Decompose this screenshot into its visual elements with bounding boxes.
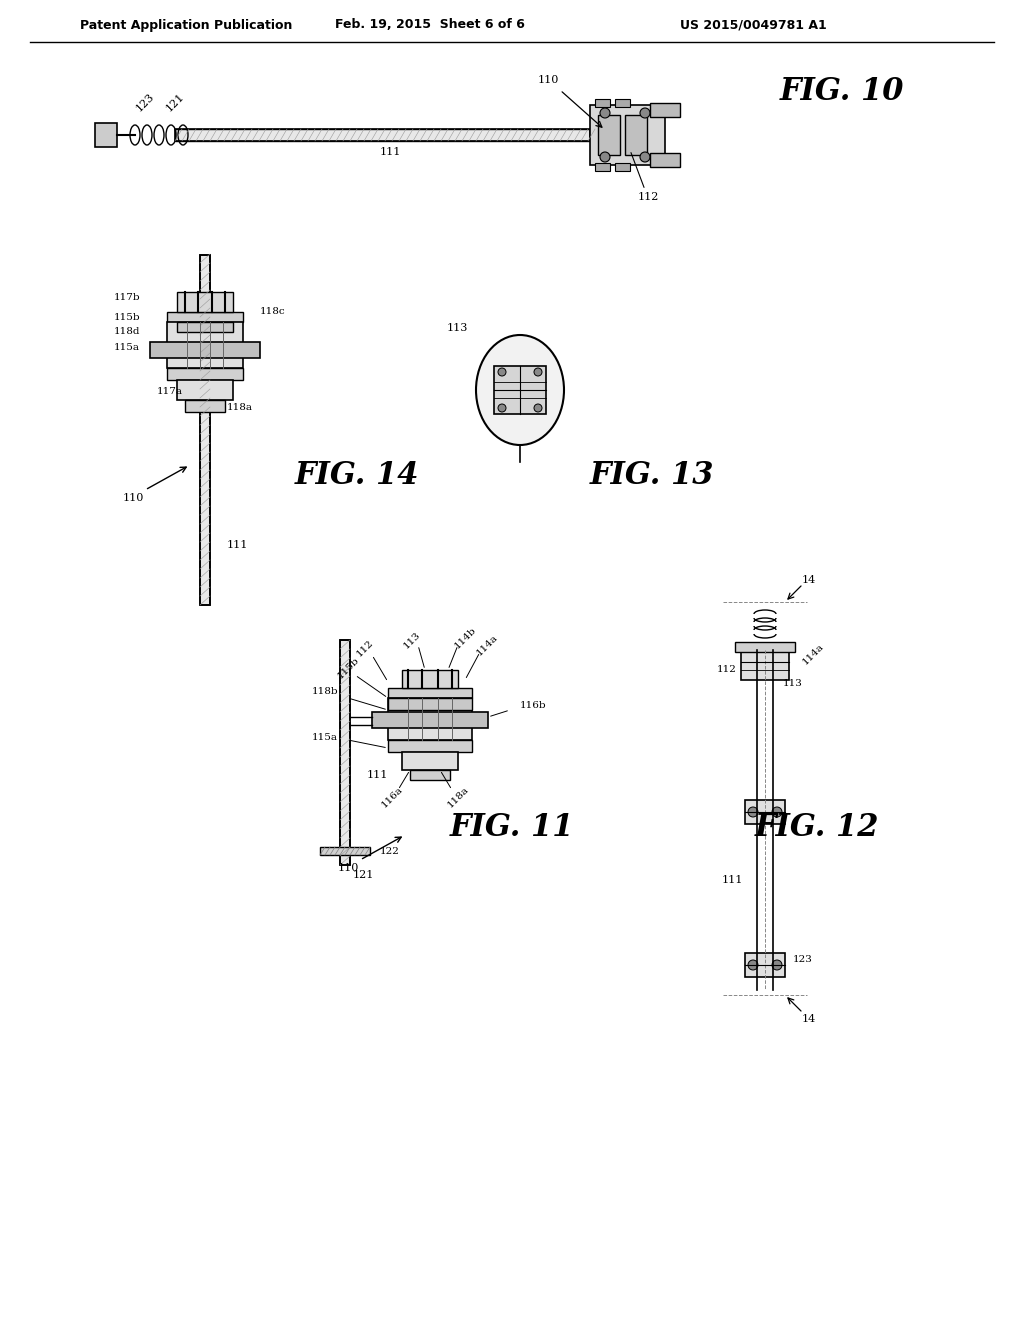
Bar: [625, 115, 647, 154]
Text: 110: 110: [538, 75, 559, 84]
Bar: [167, 312, 243, 322]
Text: FIG. 13: FIG. 13: [590, 459, 715, 491]
Circle shape: [772, 960, 782, 970]
Text: 116b: 116b: [520, 701, 547, 710]
Bar: [402, 752, 458, 770]
Bar: [388, 688, 472, 698]
Ellipse shape: [476, 335, 564, 445]
Text: 111: 111: [722, 875, 743, 884]
Text: 118c: 118c: [260, 308, 286, 317]
Text: 114a: 114a: [801, 642, 825, 667]
Bar: [388, 741, 472, 752]
Bar: [177, 292, 233, 312]
Text: 111: 111: [367, 770, 388, 780]
Bar: [150, 342, 260, 358]
Circle shape: [498, 404, 506, 412]
Bar: [745, 953, 785, 977]
Text: 118b: 118b: [311, 688, 338, 697]
Text: 121: 121: [353, 870, 375, 880]
Circle shape: [640, 152, 650, 162]
Bar: [494, 366, 546, 414]
Text: Feb. 19, 2015  Sheet 6 of 6: Feb. 19, 2015 Sheet 6 of 6: [335, 18, 525, 32]
Circle shape: [534, 368, 542, 376]
Text: 115b: 115b: [336, 656, 360, 681]
Text: 118a: 118a: [445, 784, 470, 809]
Text: 115a: 115a: [312, 733, 338, 742]
Bar: [735, 642, 795, 652]
Bar: [177, 380, 233, 400]
Bar: [598, 115, 620, 154]
Bar: [650, 153, 680, 168]
Bar: [372, 711, 488, 729]
Text: 111: 111: [379, 147, 400, 157]
Bar: [615, 99, 630, 107]
Circle shape: [498, 368, 506, 376]
Text: 113: 113: [401, 630, 422, 651]
Text: 14: 14: [802, 1014, 816, 1024]
Circle shape: [748, 960, 758, 970]
Bar: [388, 698, 472, 710]
Circle shape: [600, 108, 610, 117]
Text: 110: 110: [122, 492, 143, 503]
Bar: [340, 640, 350, 865]
Text: Patent Application Publication: Patent Application Publication: [80, 18, 293, 32]
Bar: [741, 644, 790, 680]
Text: FIG. 14: FIG. 14: [295, 459, 420, 491]
Text: 116a: 116a: [380, 784, 404, 809]
Text: 123: 123: [134, 91, 156, 114]
Text: 118a: 118a: [227, 404, 253, 412]
Circle shape: [640, 108, 650, 117]
Text: 114a: 114a: [475, 632, 500, 657]
Bar: [595, 99, 610, 107]
Text: 113: 113: [446, 323, 468, 333]
Bar: [175, 129, 590, 141]
Text: 121: 121: [164, 91, 186, 114]
Circle shape: [534, 404, 542, 412]
Bar: [319, 847, 370, 855]
Text: 123: 123: [793, 956, 813, 965]
Bar: [388, 698, 472, 741]
Bar: [340, 640, 350, 865]
Text: 111: 111: [227, 540, 249, 550]
Bar: [745, 800, 785, 824]
Text: FIG. 10: FIG. 10: [780, 77, 904, 107]
Text: 113: 113: [783, 680, 803, 689]
Circle shape: [748, 807, 758, 817]
Circle shape: [600, 152, 610, 162]
Bar: [177, 322, 233, 333]
Bar: [402, 671, 458, 688]
Bar: [650, 103, 680, 117]
Bar: [200, 255, 210, 605]
Bar: [590, 106, 665, 165]
Text: 112: 112: [354, 638, 375, 659]
Bar: [185, 400, 225, 412]
Text: 122: 122: [380, 846, 400, 855]
Bar: [167, 322, 243, 368]
Circle shape: [772, 807, 782, 817]
Text: 118d: 118d: [114, 327, 140, 337]
Text: 115a: 115a: [114, 342, 140, 351]
Bar: [410, 770, 450, 780]
Text: 115b: 115b: [114, 313, 140, 322]
Bar: [167, 368, 243, 380]
Text: FIG. 12: FIG. 12: [755, 813, 880, 843]
Bar: [175, 129, 590, 141]
Bar: [95, 123, 117, 147]
Text: 114b: 114b: [453, 626, 477, 651]
Bar: [615, 162, 630, 172]
Text: 117b: 117b: [114, 293, 140, 302]
Bar: [200, 255, 210, 605]
Bar: [595, 162, 610, 172]
Text: FIG. 11: FIG. 11: [450, 813, 574, 843]
Text: 110: 110: [337, 863, 358, 873]
Text: 112: 112: [637, 191, 658, 202]
Text: 14: 14: [802, 576, 816, 585]
Text: US 2015/0049781 A1: US 2015/0049781 A1: [680, 18, 826, 32]
Text: 112: 112: [717, 665, 737, 675]
Text: 117a: 117a: [157, 388, 183, 396]
